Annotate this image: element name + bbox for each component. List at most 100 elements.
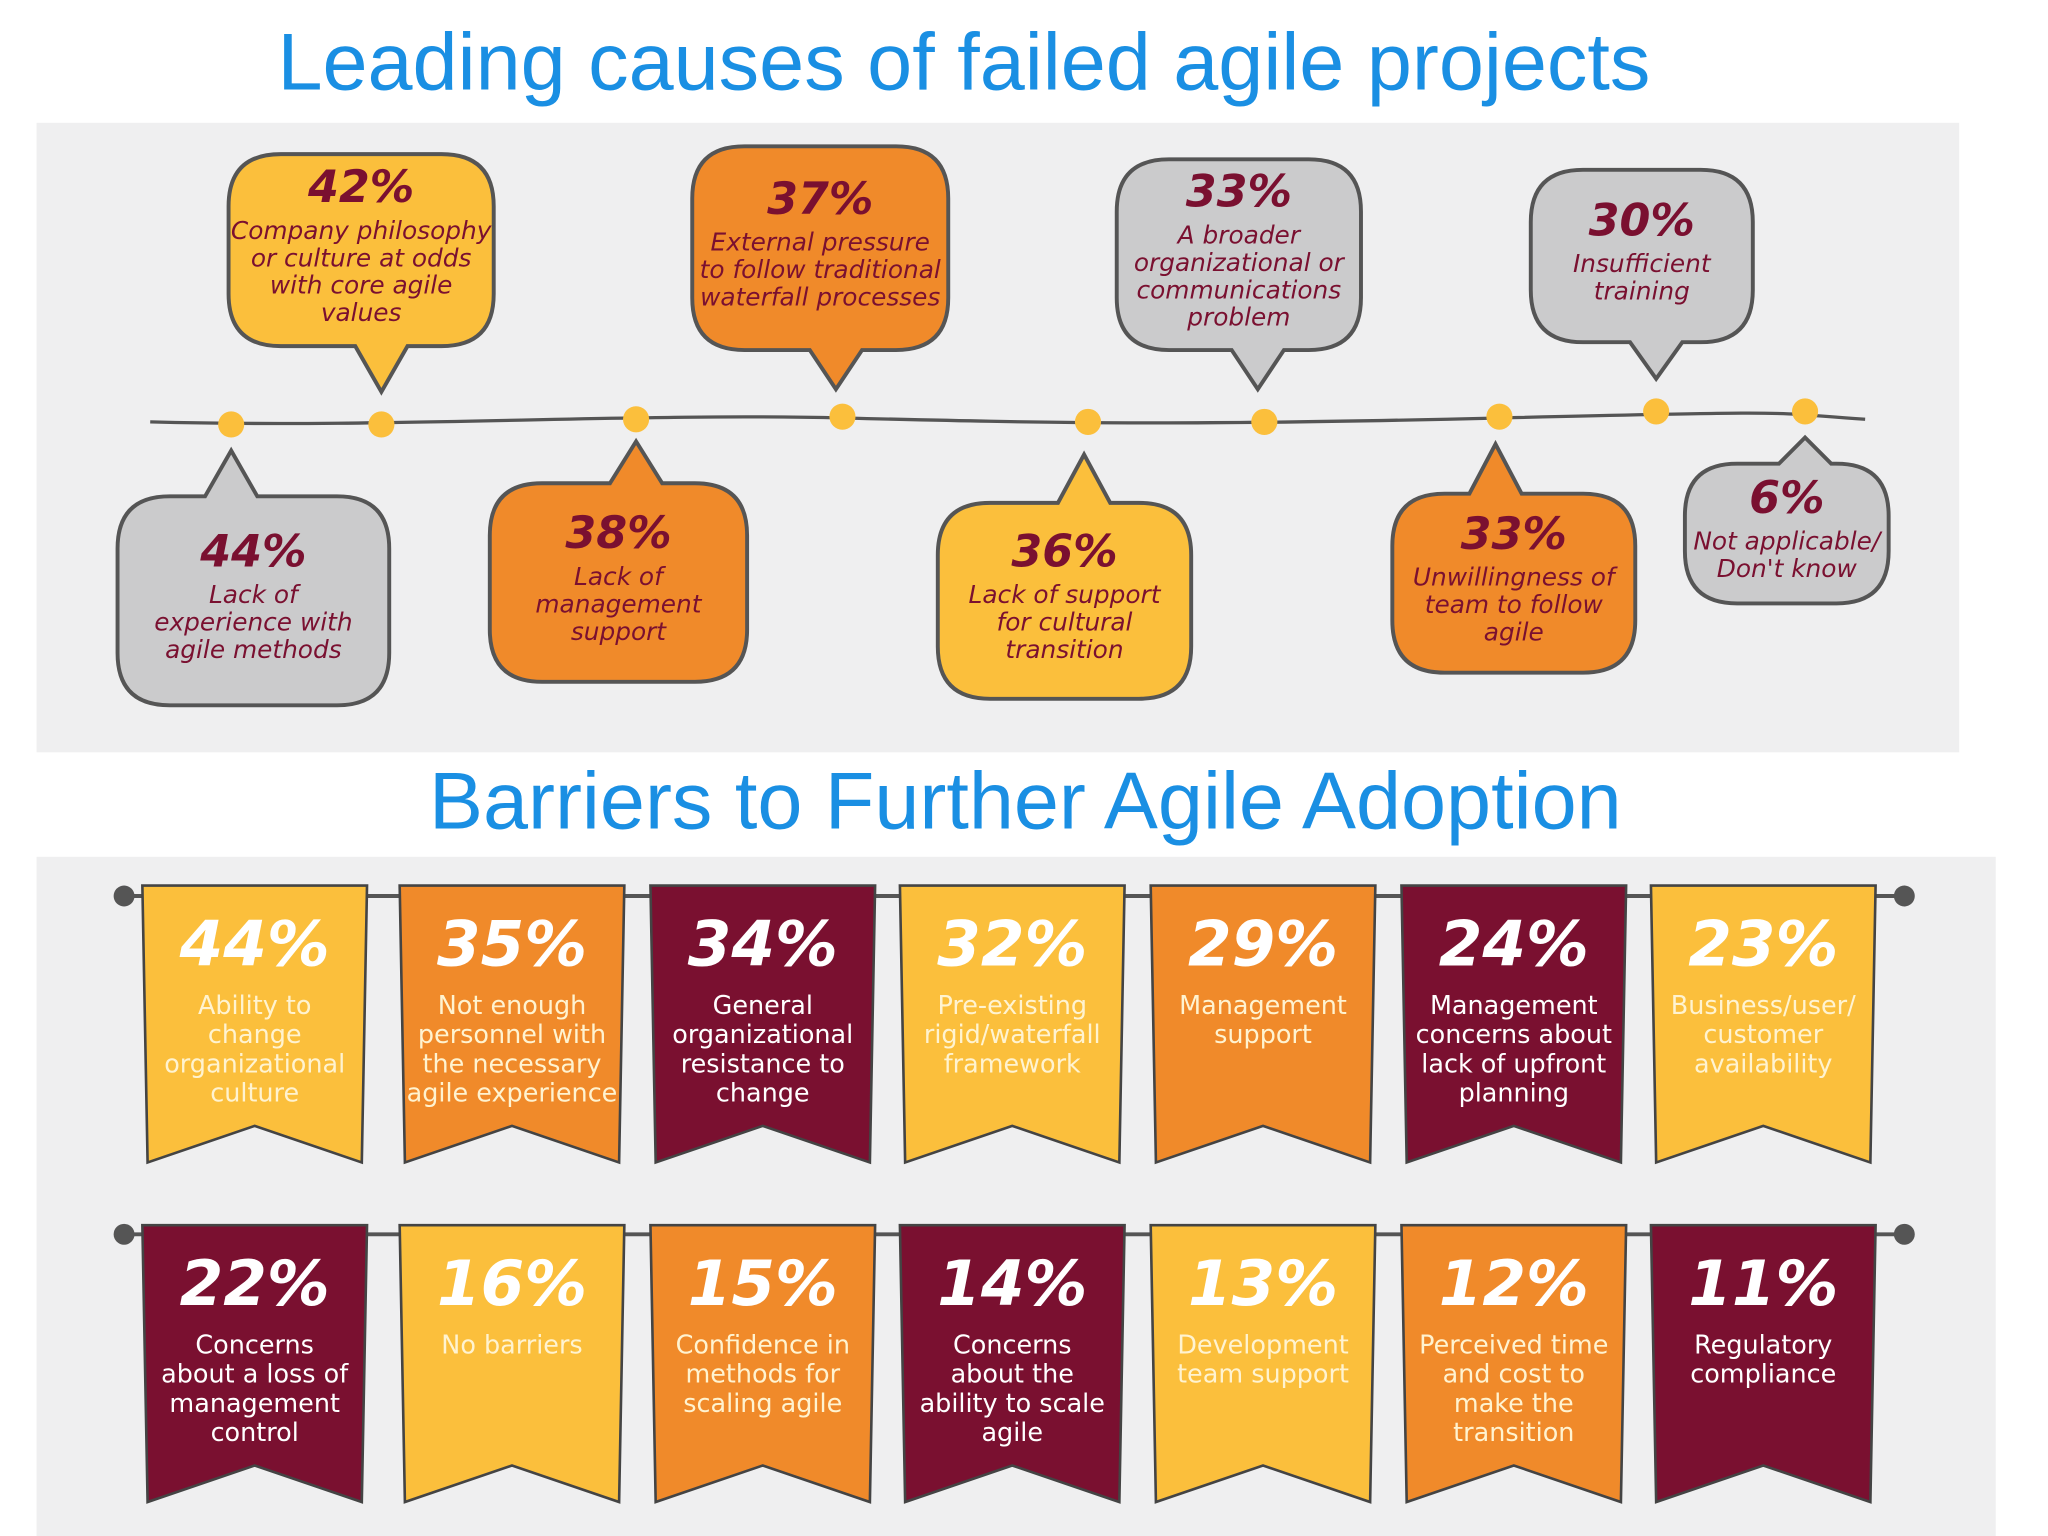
timeline-dot	[1486, 403, 1513, 430]
banner	[1149, 1223, 1377, 1504]
banner	[1400, 884, 1628, 1165]
barrier-label: Perceived time	[1419, 1331, 1608, 1361]
cause-percent: 30%	[1589, 195, 1695, 246]
cause-label: for cultural	[997, 608, 1133, 637]
cause-label: Unwillingness of	[1413, 563, 1618, 592]
banner	[898, 884, 1126, 1165]
cause-label: or culture at odds	[251, 243, 472, 272]
barrier-label: personnel with	[418, 1020, 606, 1050]
cause-label: agile methods	[165, 635, 342, 664]
banner	[898, 1223, 1126, 1504]
barrier-label: organizational	[672, 1020, 853, 1050]
cause-label: Lack of	[209, 580, 301, 609]
barrier-percent: 22%	[180, 1247, 330, 1320]
barrier-label: make the	[1454, 1389, 1574, 1419]
cause-label: support	[571, 617, 667, 646]
timeline-dot	[218, 411, 245, 438]
cause-percent: 36%	[1011, 526, 1117, 577]
barrier-label: planning	[1459, 1078, 1569, 1108]
cause-percent: 42%	[307, 162, 414, 213]
barrier-percent: 29%	[1188, 907, 1338, 980]
cause-percent: 6%	[1749, 473, 1824, 524]
barrier-label: Development	[1177, 1331, 1348, 1361]
barrier-label: Concerns	[953, 1331, 1072, 1361]
barrier-percent: 15%	[688, 1247, 838, 1320]
barrier-label: culture	[210, 1078, 299, 1108]
barrier-label: change	[208, 1020, 302, 1050]
cause-label: Lack of support	[969, 580, 1162, 609]
cause-label: problem	[1186, 303, 1290, 332]
barrier-label: transition	[1453, 1418, 1574, 1448]
barrier-label: Ability to	[198, 991, 311, 1021]
timeline-dot	[1643, 398, 1670, 425]
barrier-label: customer	[1703, 1020, 1823, 1050]
barrier-label: control	[211, 1418, 299, 1448]
cause-label: Lack of	[574, 562, 666, 591]
barrier-label: team support	[1177, 1360, 1349, 1390]
banner	[141, 1223, 369, 1504]
barrier-percent: 34%	[688, 907, 838, 980]
speech-bubble	[226, 152, 496, 396]
cause-label: External pressure	[711, 228, 930, 257]
cause-percent: 44%	[199, 526, 306, 577]
barrier-label: concerns about	[1416, 1020, 1612, 1050]
banner	[1649, 884, 1877, 1165]
barrier-label: Management	[1179, 991, 1347, 1021]
timeline-dot	[368, 411, 395, 438]
banner	[1649, 1223, 1877, 1504]
barrier-percent: 16%	[437, 1247, 587, 1320]
cause-label: A broader	[1176, 220, 1302, 249]
banner	[141, 884, 369, 1165]
banner	[649, 1223, 877, 1504]
barrier-label: methods for	[685, 1360, 840, 1390]
banner	[398, 1223, 626, 1504]
barrier-label: General	[713, 991, 813, 1021]
barrier-label: resistance to	[681, 1049, 845, 1079]
barrier-label: Management	[1430, 991, 1598, 1021]
barrier-percent: 13%	[1188, 1247, 1338, 1320]
barrier-percent: 12%	[1439, 1247, 1589, 1320]
barrier-percent: 11%	[1688, 1247, 1838, 1320]
cause-label: values	[321, 298, 402, 327]
cause-label: organizational or	[1134, 248, 1346, 277]
cause-label: Don't know	[1717, 554, 1858, 583]
barrier-label: Business/user/	[1671, 991, 1856, 1021]
cause-label: with core agile	[270, 271, 453, 300]
barrier-label: management	[169, 1389, 340, 1419]
speech-bubble	[935, 450, 1194, 701]
barrier-label: about a loss of	[161, 1360, 349, 1390]
rope-end	[113, 885, 135, 907]
barrier-label: Not enough	[438, 991, 586, 1021]
barrier-percent: 35%	[437, 907, 587, 980]
barrier-label: availability	[1694, 1049, 1832, 1079]
rope-end	[1893, 1223, 1915, 1245]
speech-bubble	[487, 437, 750, 684]
barrier-label: scaling agile	[683, 1389, 842, 1419]
title: Leading causes of failed agile projects	[277, 17, 1650, 107]
barrier-label: organizational	[164, 1049, 345, 1079]
barrier-percent: 23%	[1688, 907, 1838, 980]
cause-label: training	[1594, 277, 1690, 306]
cause-label: Insufficient	[1573, 249, 1712, 278]
barrier-label: the necessary	[423, 1049, 602, 1079]
barrier-label: change	[716, 1078, 810, 1108]
timeline-dot	[1251, 408, 1278, 435]
barrier-label: lack of upfront	[1421, 1049, 1606, 1079]
speech-bubble	[1528, 167, 1755, 383]
barrier-label: Regulatory	[1694, 1331, 1832, 1361]
banner	[398, 884, 626, 1165]
barrier-label: No barriers	[441, 1331, 582, 1361]
banner	[1400, 1223, 1628, 1504]
rope-end	[1893, 885, 1915, 907]
cause-label: Company philosophy	[231, 216, 492, 245]
banner	[1149, 884, 1377, 1165]
rope-end	[113, 1223, 135, 1245]
timeline-dot	[623, 406, 650, 433]
barrier-label: rigid/waterfall	[924, 1020, 1101, 1050]
timeline-dot	[1792, 398, 1819, 425]
barrier-label: framework	[944, 1049, 1081, 1079]
barrier-label: Pre-existing	[937, 991, 1087, 1021]
cause-label: agile	[1484, 617, 1544, 646]
